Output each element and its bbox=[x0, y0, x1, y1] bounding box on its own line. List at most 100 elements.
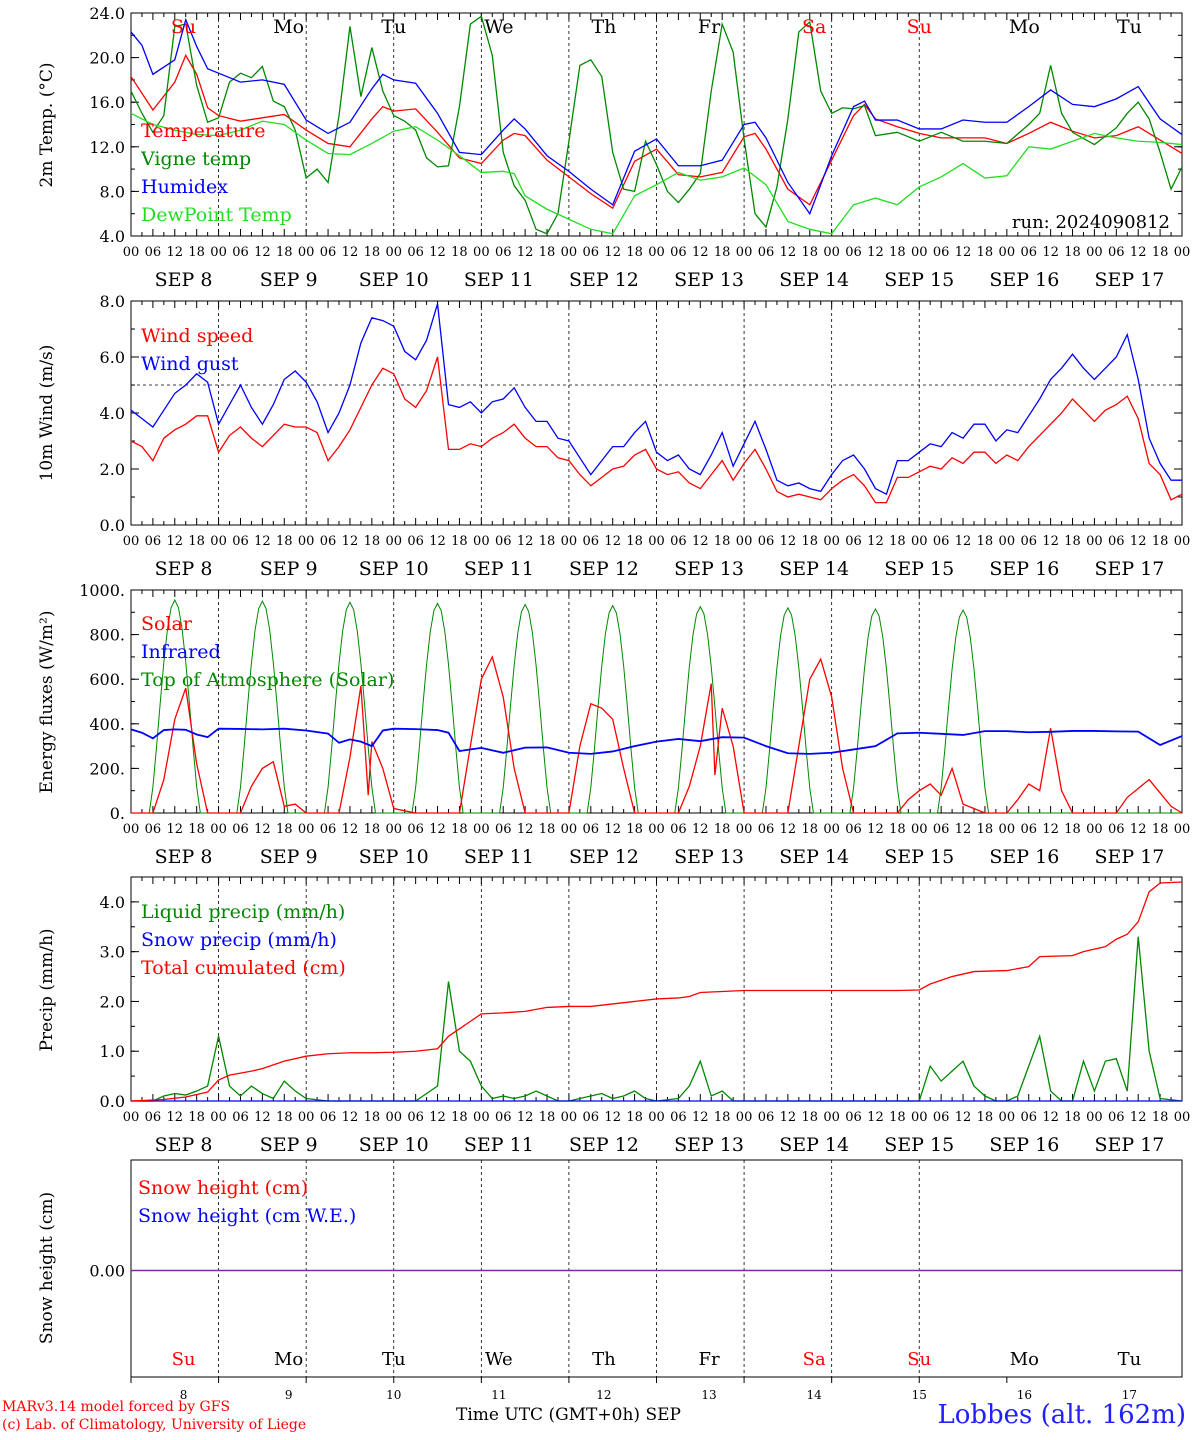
hour-tick-label: 06 bbox=[407, 1110, 424, 1125]
hour-tick-label: 12 bbox=[1042, 1110, 1059, 1125]
hour-tick-label: 00 bbox=[298, 534, 315, 549]
hour-tick-label: 18 bbox=[364, 1110, 381, 1125]
hour-tick-label: 06 bbox=[495, 534, 512, 549]
hour-tick-label: 12 bbox=[517, 534, 534, 549]
y-tick-label: 3.0 bbox=[100, 943, 125, 962]
hour-tick-label: 12 bbox=[867, 1110, 884, 1125]
hour-tick-label: 00 bbox=[999, 245, 1016, 260]
hour-tick-label: 06 bbox=[845, 822, 862, 837]
hour-tick-label: 00 bbox=[210, 245, 227, 260]
series-liquid-precip-mm-h- bbox=[131, 936, 1183, 1102]
hour-tick-label: 12 bbox=[254, 245, 271, 260]
day-abbr-label: Th bbox=[592, 1349, 616, 1370]
hour-tick-label: 12 bbox=[517, 822, 534, 837]
hour-tick-label: 18 bbox=[1064, 822, 1081, 837]
hour-tick-label: 12 bbox=[429, 822, 446, 837]
legend-entry: Top of Atmosphere (Solar) bbox=[141, 669, 394, 691]
day-number-label: 11 bbox=[491, 1388, 506, 1402]
hour-tick-label: 06 bbox=[845, 1110, 862, 1125]
y-tick-label: 20.0 bbox=[89, 49, 125, 68]
hour-tick-label: 06 bbox=[933, 534, 950, 549]
hour-tick-label: 18 bbox=[801, 534, 818, 549]
plot-frame bbox=[130, 589, 1183, 814]
hour-tick-label: 18 bbox=[1152, 1110, 1169, 1125]
hour-tick-label: 06 bbox=[583, 822, 600, 837]
panel-4: 0.0 1.0 2.0 3.0 4.0 Precip (mm/h) Liquid preci… bbox=[37, 876, 1190, 1156]
y-tick-label: 0.00 bbox=[89, 1262, 125, 1281]
day-number-label: 10 bbox=[386, 1388, 401, 1402]
hour-tick-label: 00 bbox=[210, 534, 227, 549]
series-dewpoint-temp bbox=[130, 112, 1183, 235]
hour-tick-label: 18 bbox=[714, 534, 731, 549]
hour-tick-label: 00 bbox=[1174, 534, 1191, 549]
hour-tick-label: 12 bbox=[1042, 245, 1059, 260]
date-label: SEP 16 bbox=[989, 846, 1059, 868]
hour-tick-label: 06 bbox=[320, 1110, 337, 1125]
lab-credit: (c) Lab. of Climatology, University of L… bbox=[2, 1417, 307, 1433]
y-axis-label: 10m Wind (m/s) bbox=[37, 345, 57, 482]
y-tick-label: 16.0 bbox=[89, 93, 125, 112]
hour-tick-label: 00 bbox=[1174, 822, 1191, 837]
hour-tick-label: 18 bbox=[801, 822, 818, 837]
date-label: SEP 11 bbox=[464, 846, 534, 868]
day-abbr-label: We bbox=[485, 1349, 513, 1370]
y-tick-label: 8.0 bbox=[100, 292, 125, 311]
legend-entry: DewPoint Temp bbox=[141, 204, 292, 226]
date-label: SEP 10 bbox=[359, 558, 429, 580]
hour-tick-label: 00 bbox=[385, 245, 402, 260]
legend-entry: Solar bbox=[141, 613, 193, 635]
hour-tick-label: 06 bbox=[232, 245, 249, 260]
hour-tick-label: 18 bbox=[889, 245, 906, 260]
date-label: SEP 15 bbox=[884, 269, 954, 291]
y-tick-label: 600. bbox=[89, 670, 125, 689]
hour-tick-label: 00 bbox=[823, 534, 840, 549]
hour-tick-label: 00 bbox=[1086, 822, 1103, 837]
y-tick-label: 0.0 bbox=[100, 1092, 125, 1111]
hour-tick-label: 18 bbox=[276, 822, 293, 837]
series-solar bbox=[131, 655, 1183, 814]
hour-tick-label: 06 bbox=[1108, 822, 1125, 837]
y-axis-label: Precip (mm/h) bbox=[37, 928, 57, 1051]
hour-tick-label: 06 bbox=[1108, 245, 1125, 260]
date-label: SEP 8 bbox=[155, 269, 213, 291]
y-tick-label: 4.0 bbox=[100, 227, 125, 246]
hour-tick-label: 00 bbox=[210, 1110, 227, 1125]
day-number-label: 9 bbox=[285, 1388, 293, 1402]
legend-entry: Humidex bbox=[141, 176, 228, 198]
day-number-label: 8 bbox=[180, 1388, 188, 1402]
date-label: SEP 15 bbox=[884, 1134, 954, 1156]
legend-entry: Wind gust bbox=[141, 353, 239, 375]
hour-tick-label: 18 bbox=[977, 534, 994, 549]
hour-tick-label: 06 bbox=[232, 822, 249, 837]
hour-tick-label: 12 bbox=[692, 822, 709, 837]
hour-tick-label: 06 bbox=[145, 245, 162, 260]
hour-tick-label: 00 bbox=[561, 822, 578, 837]
hour-tick-label: 00 bbox=[123, 1110, 140, 1125]
hour-tick-label: 18 bbox=[977, 822, 994, 837]
day-number-label: 13 bbox=[701, 1388, 716, 1402]
y-tick-label: 0. bbox=[110, 804, 125, 823]
legend-entry: Vigne temp bbox=[140, 148, 251, 170]
date-label: SEP 8 bbox=[155, 846, 213, 868]
hour-tick-label: 18 bbox=[276, 534, 293, 549]
hour-tick-label: 18 bbox=[539, 822, 556, 837]
day-number-label: 15 bbox=[912, 1388, 927, 1402]
footer-credits: MARv3.14 model forced by GFS (c) Lab. of… bbox=[2, 1398, 306, 1434]
date-label: SEP 13 bbox=[674, 846, 744, 868]
plot-frame bbox=[130, 300, 1183, 526]
hour-tick-label: 06 bbox=[1020, 1110, 1037, 1125]
hour-tick-label: 06 bbox=[145, 1110, 162, 1125]
hour-tick-label: 18 bbox=[626, 1110, 643, 1125]
legend-entry: Snow height (cm W.E.) bbox=[138, 1205, 356, 1227]
hour-tick-label: 18 bbox=[801, 245, 818, 260]
hour-tick-label: 00 bbox=[473, 822, 490, 837]
hour-tick-label: 12 bbox=[429, 245, 446, 260]
hour-tick-label: 18 bbox=[801, 1110, 818, 1125]
y-tick-label: 1.0 bbox=[100, 1042, 125, 1061]
hour-tick-label: 00 bbox=[911, 245, 928, 260]
run-annotation: run: 2024090812 bbox=[1012, 212, 1170, 233]
hour-tick-label: 00 bbox=[823, 822, 840, 837]
hour-tick-label: 18 bbox=[626, 534, 643, 549]
date-label: SEP 15 bbox=[884, 558, 954, 580]
